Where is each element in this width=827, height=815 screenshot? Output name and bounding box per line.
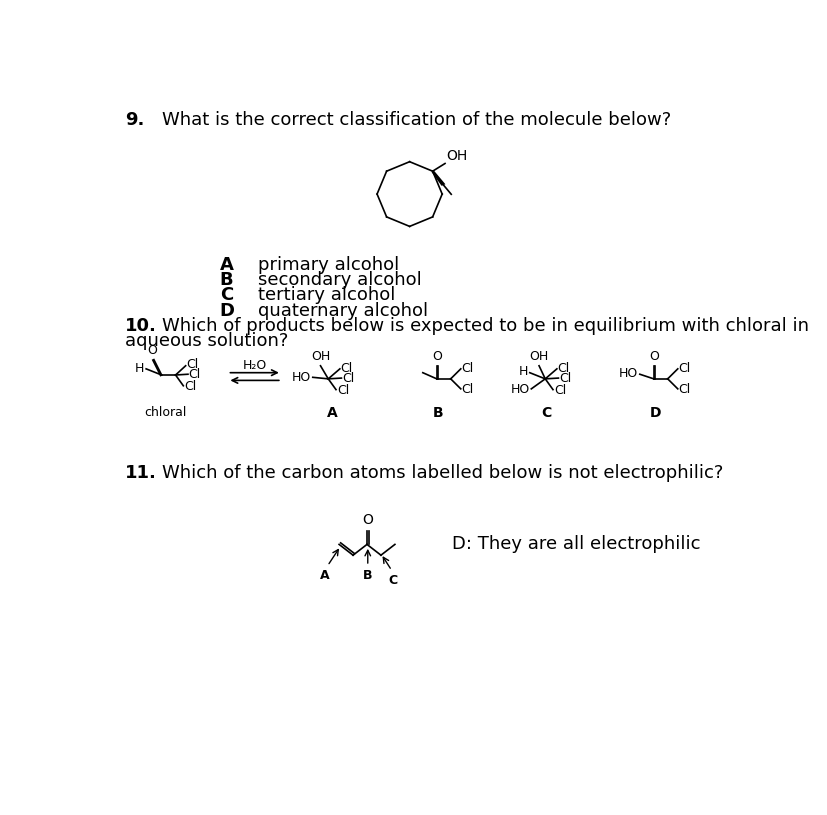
Text: Cl: Cl <box>558 372 571 385</box>
Text: B: B <box>433 406 443 420</box>
Text: Cl: Cl <box>678 383 690 396</box>
Text: Which of products below is expected to be in equilibrium with chloral in: Which of products below is expected to b… <box>161 317 808 335</box>
Text: quaternary alcohol: quaternary alcohol <box>258 302 428 319</box>
Text: OH: OH <box>445 148 466 163</box>
Text: Cl: Cl <box>461 383 473 396</box>
Text: O: O <box>147 343 157 356</box>
Text: O: O <box>362 513 373 527</box>
Text: primary alcohol: primary alcohol <box>258 256 399 274</box>
Text: OH: OH <box>310 350 330 363</box>
Text: A: A <box>320 569 330 582</box>
Text: C: C <box>219 286 232 305</box>
Text: A: A <box>219 256 233 274</box>
Text: 11.: 11. <box>125 464 157 482</box>
Text: B: B <box>219 271 233 289</box>
Text: O: O <box>432 350 442 363</box>
Text: H₂O: H₂O <box>242 359 266 372</box>
Text: D: They are all electrophilic: D: They are all electrophilic <box>452 535 700 553</box>
Text: O: O <box>649 350 658 363</box>
Text: Cl: Cl <box>340 362 352 375</box>
Text: C: C <box>541 406 552 420</box>
Text: HO: HO <box>510 383 529 396</box>
Polygon shape <box>431 170 445 186</box>
Text: Which of the carbon atoms labelled below is not electrophilic?: Which of the carbon atoms labelled below… <box>161 464 722 482</box>
Text: Cl: Cl <box>342 372 354 385</box>
Text: secondary alcohol: secondary alcohol <box>258 271 422 289</box>
Text: aqueous solution?: aqueous solution? <box>125 332 289 350</box>
Text: Cl: Cl <box>184 380 196 393</box>
Text: Cl: Cl <box>678 362 690 375</box>
Text: OH: OH <box>528 350 548 363</box>
Text: Cl: Cl <box>189 368 201 381</box>
Text: B: B <box>362 569 372 582</box>
Text: H: H <box>519 365 528 378</box>
Text: 10.: 10. <box>125 317 157 335</box>
Text: Cl: Cl <box>461 362 473 375</box>
Text: Cl: Cl <box>337 384 349 397</box>
Text: D: D <box>648 406 660 420</box>
Text: tertiary alcohol: tertiary alcohol <box>258 286 395 305</box>
Text: A: A <box>327 406 337 420</box>
Text: Cl: Cl <box>557 362 569 375</box>
Text: chloral: chloral <box>144 406 186 419</box>
Text: HO: HO <box>292 371 311 384</box>
Text: HO: HO <box>619 367 638 380</box>
Text: Cl: Cl <box>553 384 566 397</box>
Text: 9.: 9. <box>125 111 145 129</box>
Text: H: H <box>134 362 144 375</box>
Text: D: D <box>219 302 235 319</box>
Text: What is the correct classification of the molecule below?: What is the correct classification of th… <box>161 111 670 129</box>
Text: Cl: Cl <box>186 359 198 372</box>
Text: C: C <box>389 574 398 587</box>
